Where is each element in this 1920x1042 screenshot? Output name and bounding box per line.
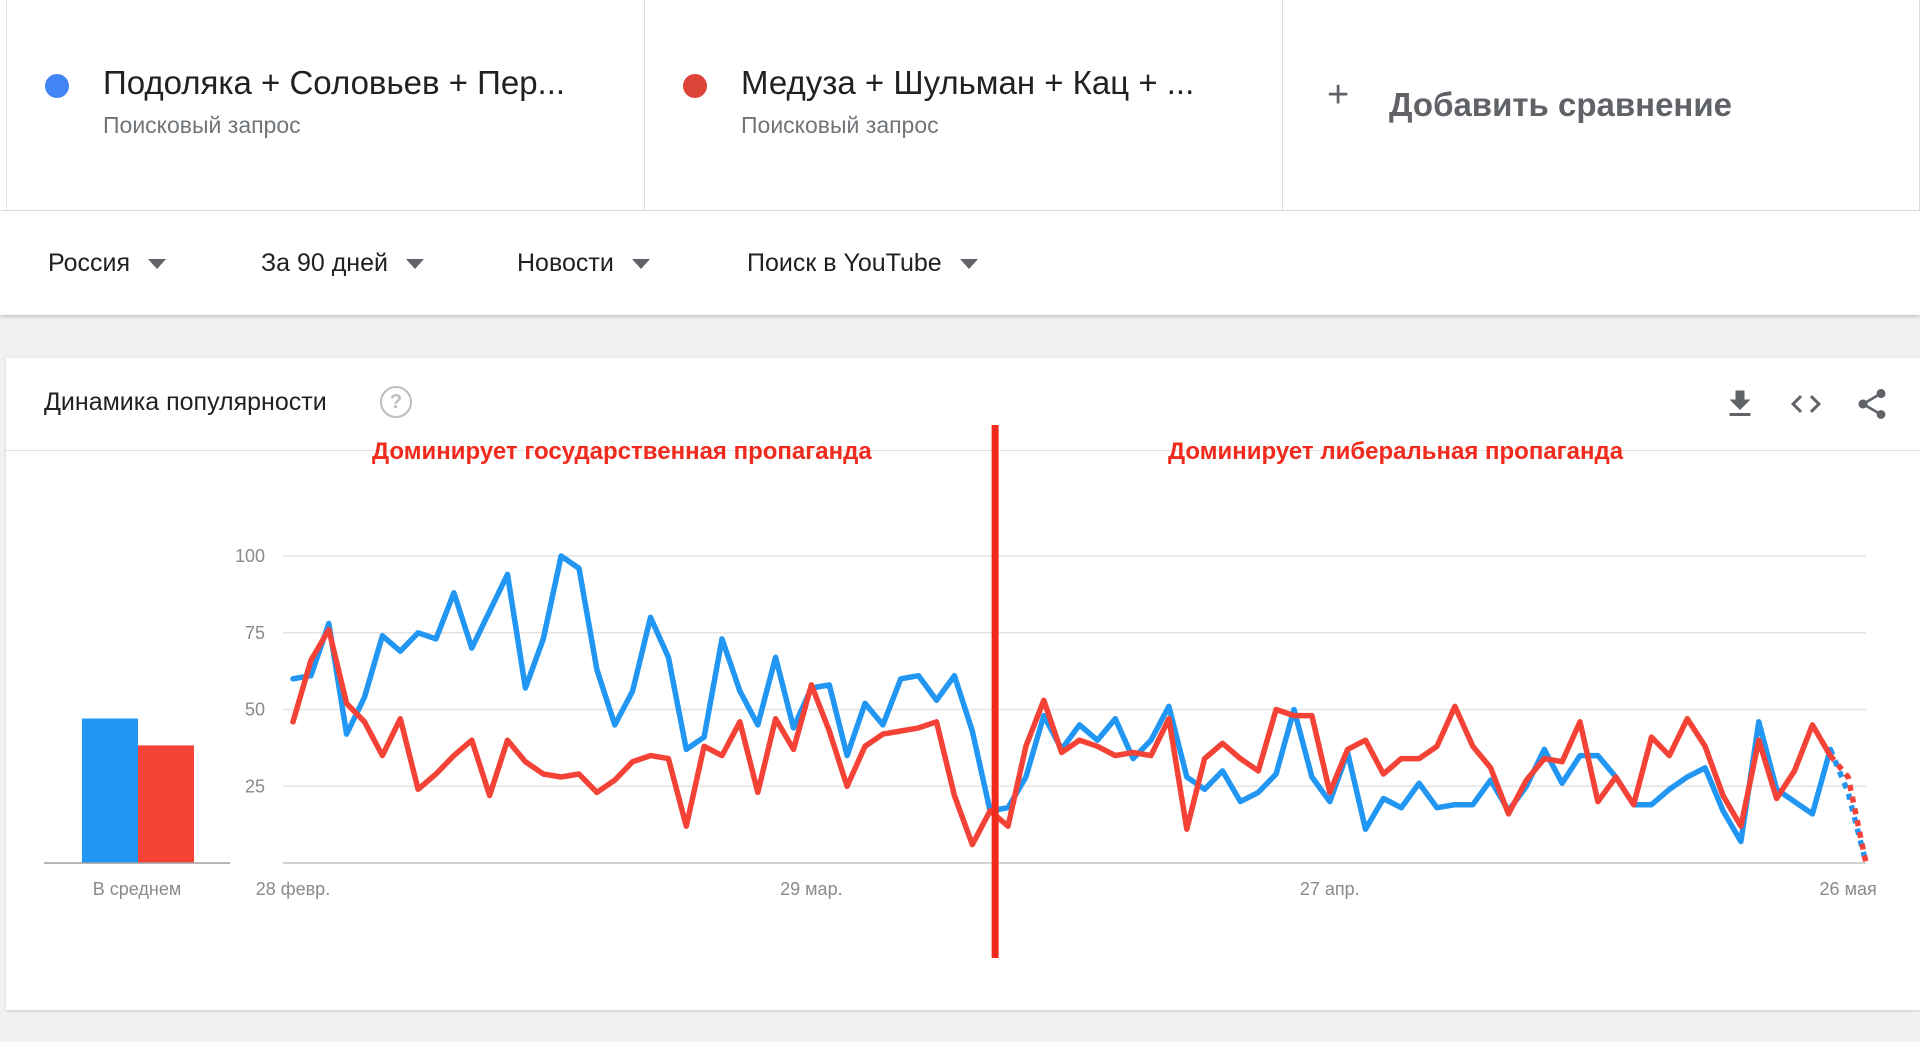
share-icon[interactable] bbox=[1854, 386, 1890, 422]
series-partial-2 bbox=[1828, 753, 1869, 864]
plus-icon: + bbox=[1327, 74, 1350, 116]
comparison-strip: Подоляка + Соловьев + Пер... Поисковый з… bbox=[0, 0, 1920, 211]
chevron-down-icon bbox=[147, 258, 166, 269]
embed-code-icon[interactable] bbox=[1788, 386, 1824, 422]
download-icon[interactable] bbox=[1722, 386, 1758, 422]
chevron-down-icon bbox=[631, 258, 650, 269]
chevron-down-icon bbox=[959, 258, 978, 269]
filter-region[interactable]: Россия bbox=[48, 249, 166, 278]
term-type-1: Поисковый запрос bbox=[103, 112, 301, 138]
x-tick-label: 28 февр. bbox=[256, 879, 330, 899]
add-comparison-button[interactable]: + Добавить сравнение bbox=[1282, 0, 1920, 210]
add-comparison-label: Добавить сравнение bbox=[1389, 86, 1733, 123]
term-color-dot-1 bbox=[45, 74, 69, 98]
average-bar bbox=[138, 745, 194, 863]
average-label: В среднем bbox=[93, 879, 181, 899]
annotation-right: Доминирует либеральная пропаганда bbox=[1168, 438, 1624, 465]
x-tick-label: 26 мая bbox=[1820, 879, 1877, 899]
term-type-2: Поисковый запрос bbox=[741, 112, 939, 138]
filter-search-type[interactable]: Поиск в YouTube bbox=[747, 249, 978, 278]
line-chart: 100 75 50 25 28 февр. 29 мар. 27 апр. 26 мая В … bbox=[44, 425, 1877, 958]
grid-layer: 100 75 50 25 28 февр. 29 мар. 27 апр. 26 мая bbox=[235, 546, 1877, 899]
series-line-2 bbox=[290, 626, 1834, 848]
filter-time-label: За 90 дней bbox=[261, 249, 388, 277]
series-layer bbox=[290, 553, 1869, 864]
annotation-left: Доминирует государственная пропаганда bbox=[372, 438, 872, 465]
question-circle-icon[interactable]: ? bbox=[380, 386, 412, 418]
filter-category-label: Новости bbox=[517, 249, 614, 277]
filter-region-label: Россия bbox=[48, 249, 130, 277]
search-term-card-2[interactable]: Медуза + Шульман + Кац + ... Поисковый з… bbox=[644, 0, 1282, 210]
interest-over-time-card: Динамика популярности ? 100 75 50 25 28 февр… bbox=[6, 358, 1920, 1010]
annotation-layer: Доминирует государственная пропаганда Дом… bbox=[372, 425, 1624, 958]
term-title-1[interactable]: Подоляка + Соловьев + Пер... bbox=[103, 64, 566, 101]
y-tick-label: 25 bbox=[245, 776, 265, 796]
y-tick-label: 100 bbox=[235, 546, 265, 566]
filter-search-type-label: Поиск в YouTube bbox=[747, 249, 942, 277]
filters-bar: Россия За 90 дней Новости Поиск в YouTub… bbox=[0, 211, 1920, 315]
average-bar bbox=[82, 718, 138, 863]
card-title: Динамика популярности bbox=[44, 388, 327, 416]
x-tick-label: 29 мар. bbox=[780, 879, 842, 899]
term-title-2[interactable]: Медуза + Шульман + Кац + ... bbox=[741, 64, 1195, 101]
series-partial-1 bbox=[1827, 748, 1869, 864]
y-tick-label: 50 bbox=[245, 700, 265, 720]
filter-time-range[interactable]: За 90 дней bbox=[261, 249, 424, 278]
card-header: Динамика популярности ? bbox=[6, 358, 1920, 451]
average-bars-layer: В среднем bbox=[44, 718, 230, 899]
y-tick-label: 75 bbox=[245, 623, 265, 643]
filter-category[interactable]: Новости bbox=[517, 249, 650, 278]
x-tick-label: 27 апр. bbox=[1300, 879, 1360, 899]
search-term-card-1[interactable]: Подоляка + Соловьев + Пер... Поисковый з… bbox=[6, 0, 644, 210]
chevron-down-icon bbox=[405, 258, 424, 269]
term-color-dot-2 bbox=[683, 74, 707, 98]
